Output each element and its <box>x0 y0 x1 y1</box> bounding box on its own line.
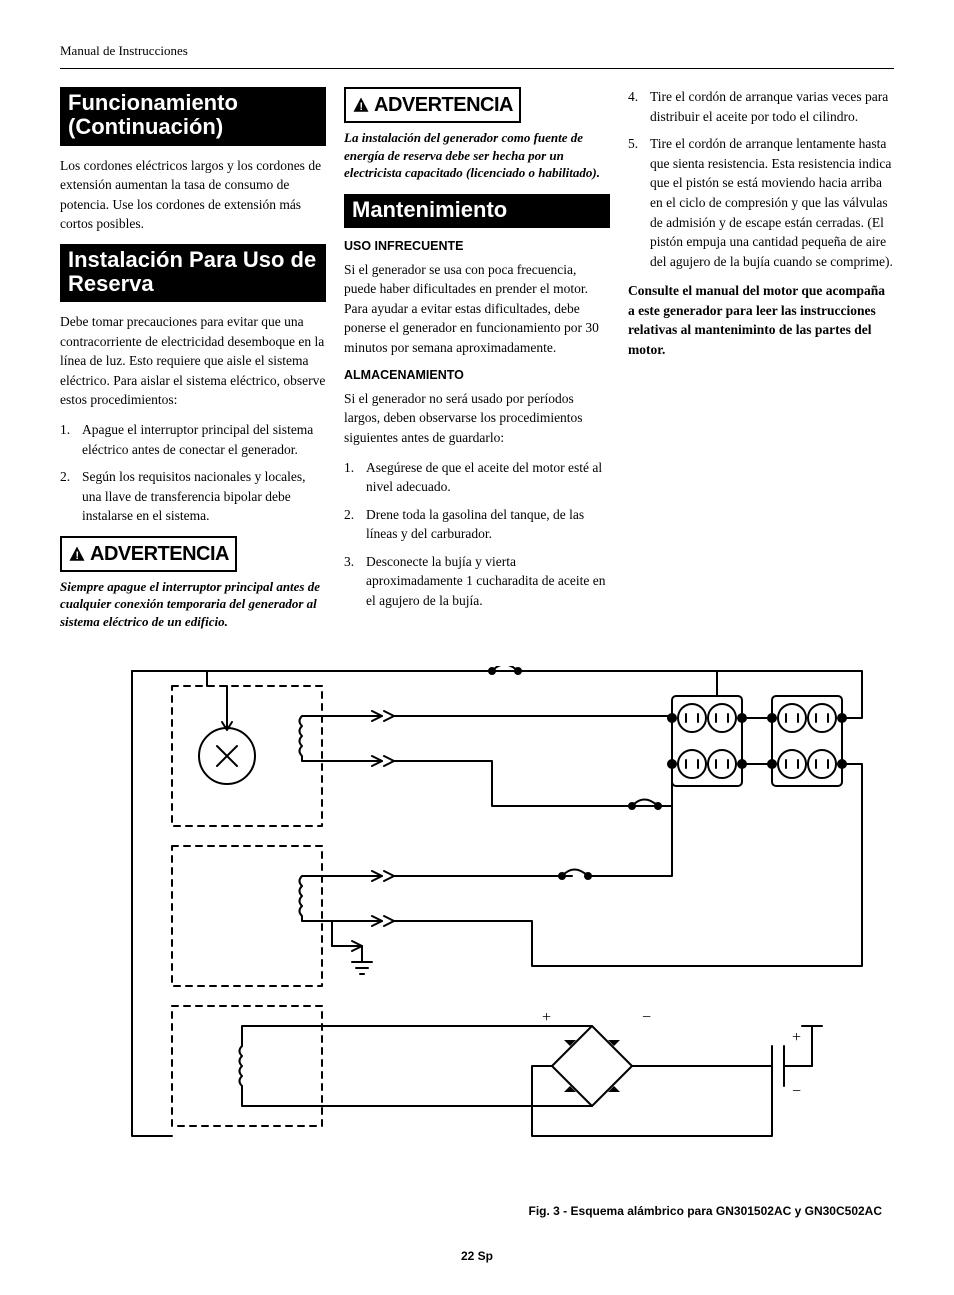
column-1: Funcionamiento (Continuación) Los cordon… <box>60 87 326 642</box>
para-uso: Si el generador se usa con poca frecuenc… <box>344 260 610 358</box>
list-item: Desconecte la bujía y vierta aproximadam… <box>344 552 610 611</box>
column-3: Tire el cordón de arranque varias veces … <box>628 87 894 642</box>
page-footer: 22 Sp <box>60 1248 894 1265</box>
column-2: ! ADVERTENCIA La instalación del generad… <box>344 87 610 642</box>
content-columns: Funcionamiento (Continuación) Los cordon… <box>60 87 894 642</box>
svg-text:−: − <box>642 1009 651 1026</box>
diagram-caption: Fig. 3 - Esquema alámbrico para GN301502… <box>72 1203 882 1220</box>
svg-text:−: − <box>792 1083 801 1100</box>
section-title-funcionamiento: Funcionamiento (Continuación) <box>60 87 326 145</box>
list-col3: Tire el cordón de arranque varias veces … <box>628 87 894 271</box>
para-cords: Los cordones eléctricos largos y los cor… <box>60 156 326 234</box>
svg-text:!: ! <box>359 101 362 113</box>
para-almacenamiento: Si el generador no será usado por períod… <box>344 389 610 448</box>
wiring-diagram-wrap: + − + − <box>60 666 894 1219</box>
list-precauciones: Apague el interruptor principal del sist… <box>60 420 326 526</box>
list-item: Drene toda la gasolina del tanque, de la… <box>344 505 610 544</box>
section-title-instalacion: Instalación Para Uso de Reserva <box>60 244 326 302</box>
wiring-diagram: + − + − <box>72 666 882 1186</box>
warning-label: ADVERTENCIA <box>374 91 513 119</box>
manual-header: Manual de Instrucciones <box>60 42 894 69</box>
warning-triangle-icon: ! <box>352 96 370 114</box>
section-title-mantenimiento: Mantenimiento <box>344 194 610 228</box>
subheading-uso: USO INFRECUENTE <box>344 238 610 256</box>
warning-label: ADVERTENCIA <box>90 540 229 568</box>
para-precauciones: Debe tomar precauciones para evitar que … <box>60 312 326 410</box>
list-item: Tire el cordón de arranque lentamente ha… <box>628 134 894 271</box>
bold-consulte: Consulte el manual del motor que acompañ… <box>628 281 894 359</box>
list-almacenamiento: Asegúrese de que el aceite del motor est… <box>344 458 610 611</box>
warning-text-1: Siempre apague el interruptor principal … <box>60 578 326 631</box>
svg-text:!: ! <box>75 550 78 562</box>
warning-box-2: ! ADVERTENCIA <box>344 87 521 123</box>
list-item: Apague el interruptor principal del sist… <box>60 420 326 459</box>
list-item: Asegúrese de que el aceite del motor est… <box>344 458 610 497</box>
warning-box-1: ! ADVERTENCIA <box>60 536 237 572</box>
list-item: Según los requisitos nacionales y locale… <box>60 467 326 526</box>
svg-text:+: + <box>792 1029 801 1046</box>
svg-text:+: + <box>542 1009 551 1026</box>
warning-triangle-icon: ! <box>68 545 86 563</box>
subheading-almacenamiento: ALMACENAMIENTO <box>344 367 610 385</box>
list-item: Tire el cordón de arranque varias veces … <box>628 87 894 126</box>
warning-text-2: La instalación del generador como fuente… <box>344 129 610 182</box>
